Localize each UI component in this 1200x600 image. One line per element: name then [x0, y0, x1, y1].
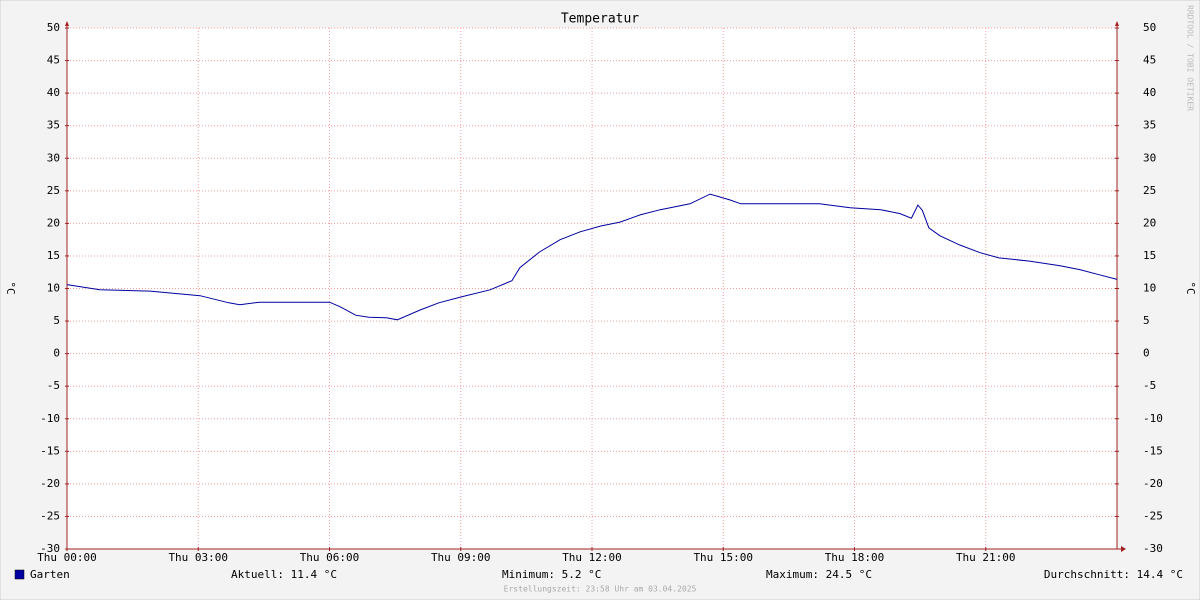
chart-title: Temperatur	[561, 12, 639, 27]
y-tick-label: 20	[47, 216, 60, 229]
y-tick-label: 45	[47, 54, 60, 67]
y2-tick-label: 20	[1143, 216, 1156, 229]
y2-tick-label: -30	[1143, 542, 1163, 555]
legend-stat: Durchschnitt: 14.4 °C	[1044, 568, 1183, 581]
legend-swatch	[14, 569, 25, 580]
y2-tick-label: -25	[1143, 509, 1163, 522]
y-tick-label: 25	[47, 184, 60, 197]
y-tick-label: 5	[53, 314, 60, 327]
y-tick-label: -20	[40, 477, 60, 490]
y2-tick-label: 45	[1143, 54, 1156, 67]
x-tick-label: Thu 18:00	[825, 551, 885, 564]
y-tick-label: -10	[40, 412, 60, 425]
y2-tick-label: -10	[1143, 412, 1163, 425]
y2-tick-label: 40	[1143, 86, 1156, 99]
axis-arrow	[1115, 21, 1119, 26]
x-tick-label: Thu 00:00	[37, 551, 97, 564]
y-tick-label: 0	[53, 347, 60, 360]
y-tick-label: 35	[47, 119, 60, 132]
x-tick-label: Thu 06:00	[300, 551, 360, 564]
y2-tick-label: 25	[1143, 184, 1156, 197]
y-tick-label: 15	[47, 249, 60, 262]
y-tick-label: -15	[40, 444, 60, 457]
axis-arrow	[1121, 546, 1126, 552]
y-tick-label: 30	[47, 151, 60, 164]
y2-tick-label: -20	[1143, 477, 1163, 490]
y-tick-label: -25	[40, 509, 60, 522]
footer: Erstellungszeit: 23:58 Uhr am 03.04.2025	[504, 585, 697, 594]
legend-label: Garten	[30, 568, 70, 581]
y2-tick-label: 50	[1143, 21, 1156, 34]
y2-tick-label: 30	[1143, 151, 1156, 164]
legend-stat: Maximum: 24.5 °C	[766, 568, 872, 581]
x-tick-label: Thu 15:00	[693, 551, 753, 564]
y2-tick-label: 10	[1143, 282, 1156, 295]
x-tick-label: Thu 03:00	[168, 551, 228, 564]
legend-stat: Aktuell: 11.4 °C	[231, 568, 337, 581]
y-tick-label: -5	[47, 379, 60, 392]
watermark: RRDTOOL / TOBI OETIKER	[1186, 5, 1195, 111]
y-axis-label: °C	[4, 281, 17, 294]
y2-tick-label: 0	[1143, 347, 1150, 360]
y-tick-label: 50	[47, 21, 60, 34]
y-tick-label: 10	[47, 282, 60, 295]
x-tick-label: Thu 09:00	[431, 551, 491, 564]
x-tick-label: Thu 12:00	[562, 551, 622, 564]
y2-tick-label: -15	[1143, 444, 1163, 457]
y2-tick-label: 5	[1143, 314, 1150, 327]
legend-stat: Minimum: 5.2 °C	[502, 568, 601, 581]
y-tick-label: 40	[47, 86, 60, 99]
y2-tick-label: 35	[1143, 119, 1156, 132]
y-tick-label: -30	[40, 542, 60, 555]
x-tick-label: Thu 21:00	[956, 551, 1016, 564]
y2-tick-label: 15	[1143, 249, 1156, 262]
y2-tick-label: -5	[1143, 379, 1156, 392]
series-line	[66, 193, 1118, 321]
y2-axis-label: °C	[1184, 281, 1197, 294]
axis-arrow	[65, 21, 69, 26]
